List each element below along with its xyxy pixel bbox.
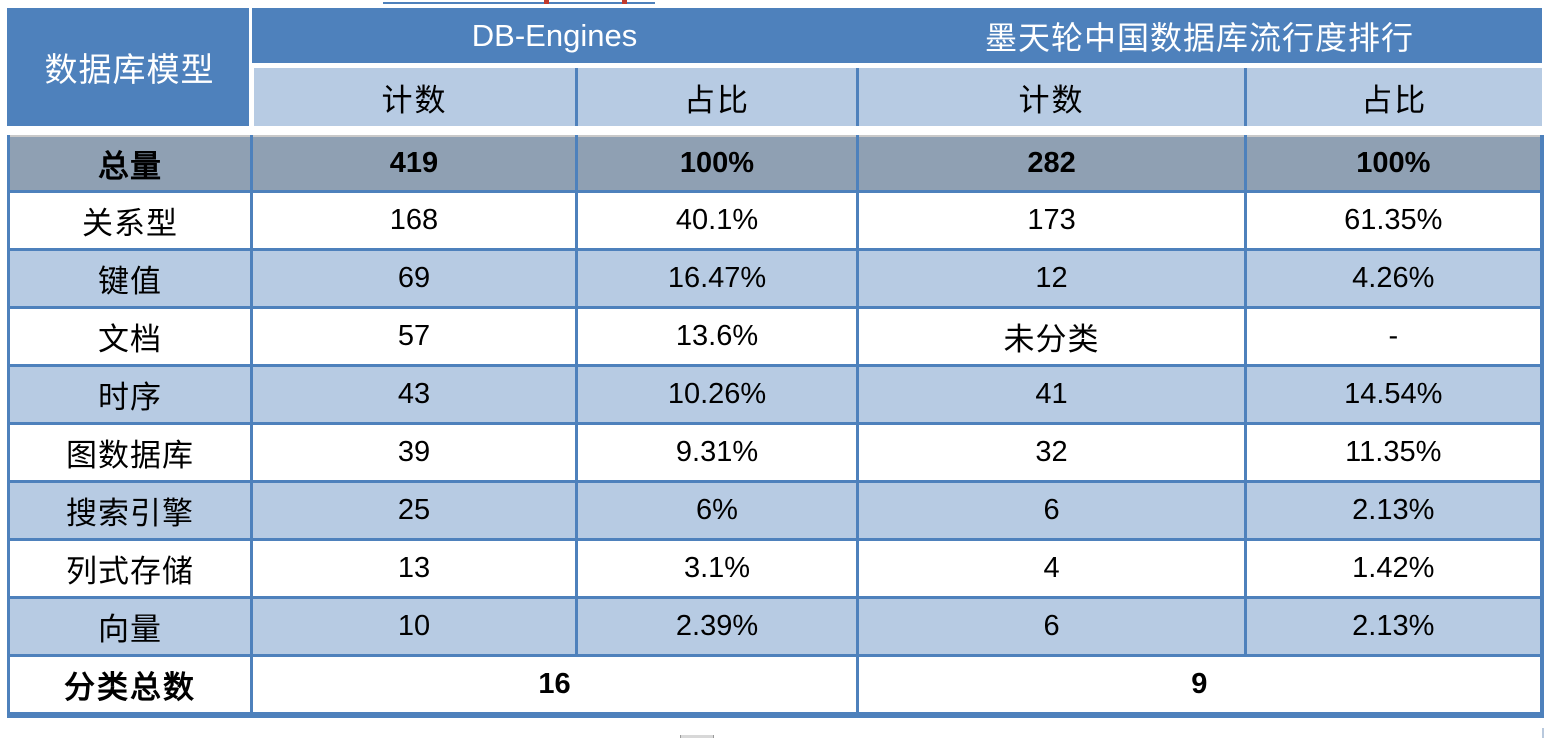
cell: 40.1% <box>574 190 860 251</box>
cell: 10.26% <box>574 364 860 425</box>
cell: 168 <box>250 190 578 251</box>
cell: 16.47% <box>574 248 860 309</box>
database-model-comparison-table: 数据库模型 DB-Engines 墨天轮中国数据库流行度排行 计数 占比 计数 … <box>7 8 1544 718</box>
cell: 14.54% <box>1244 364 1544 425</box>
cell: 11.35% <box>1244 422 1544 483</box>
cell: 2.39% <box>574 596 860 657</box>
table-row-relational: 关系型 168 40.1% 173 61.35% <box>7 190 1544 251</box>
table-row-category-totals: 分类总数 16 9 <box>7 654 1544 718</box>
cell: 173 <box>856 190 1248 251</box>
row-label: 总量 <box>7 135 253 193</box>
group-header-motianlun: 墨天轮中国数据库流行度排行 <box>857 8 1542 68</box>
subheader-motianlun-share: 占比 <box>1244 65 1542 126</box>
cell: 25 <box>250 480 578 541</box>
cell: 100% <box>574 135 860 193</box>
cell: 2.13% <box>1244 480 1544 541</box>
header-row-groups: 数据库模型 DB-Engines 墨天轮中国数据库流行度排行 <box>7 8 1542 126</box>
header-body-gap <box>8 126 1542 136</box>
cell: 69 <box>250 248 578 309</box>
cropped-red-text-artifact <box>622 0 627 4</box>
cell: 61.35% <box>1244 190 1544 251</box>
cell-dbengines-category-total: 16 <box>249 654 860 718</box>
row-label: 分类总数 <box>7 654 253 718</box>
subheader-dbengines-share: 占比 <box>574 65 858 126</box>
cell: 13 <box>250 538 578 599</box>
cell-motianlun-category-total: 9 <box>856 654 1544 718</box>
cell: 13.6% <box>574 306 860 367</box>
edge-artifact <box>1542 728 1544 738</box>
row-label: 文档 <box>7 306 253 367</box>
row-label: 图数据库 <box>7 422 253 483</box>
cell: 6 <box>856 596 1248 657</box>
cell: 9.31% <box>574 422 860 483</box>
row-label: 搜索引擎 <box>7 480 253 541</box>
table-row-document: 文档 57 13.6% 未分类 - <box>7 306 1544 367</box>
row-label: 键值 <box>7 248 253 309</box>
cell: 282 <box>856 135 1248 193</box>
table-row-columnar: 列式存储 13 3.1% 4 1.42% <box>7 538 1544 599</box>
cell: 39 <box>250 422 578 483</box>
cell: 6% <box>574 480 860 541</box>
row-label: 关系型 <box>7 190 253 251</box>
cell: 43 <box>250 364 578 425</box>
cell: 4.26% <box>1244 248 1544 309</box>
row-label: 列式存储 <box>7 538 253 599</box>
header-row-subcolumns: 计数 占比 计数 占比 <box>9 65 1542 126</box>
cell: 2.13% <box>1244 596 1544 657</box>
cell: 4 <box>856 538 1248 599</box>
subheader-motianlun-count: 计数 <box>856 65 1246 126</box>
cell: 1.42% <box>1244 538 1544 599</box>
cell: 32 <box>856 422 1248 483</box>
cell: 41 <box>856 364 1248 425</box>
subheader-dbengines-count: 计数 <box>249 65 577 126</box>
cropped-red-text-artifact <box>544 0 549 4</box>
scrollbar-artifact <box>680 735 714 738</box>
table-row-time-series: 时序 43 10.26% 41 14.54% <box>7 364 1544 425</box>
row-label: 时序 <box>7 364 253 425</box>
cell: 57 <box>250 306 578 367</box>
table-row-total: 总量 419 100% 282 100% <box>7 135 1544 193</box>
corner-header-database-model: 数据库模型 <box>7 8 252 126</box>
group-header-db-engines: DB-Engines <box>251 8 858 68</box>
table-row-vector: 向量 10 2.39% 6 2.13% <box>7 596 1544 657</box>
table-row-graph: 图数据库 39 9.31% 32 11.35% <box>7 422 1544 483</box>
cell: 3.1% <box>574 538 860 599</box>
table-row-key-value: 键值 69 16.47% 12 4.26% <box>7 248 1544 309</box>
cropped-text-underline-artifact <box>383 2 655 4</box>
cell: 6 <box>856 480 1248 541</box>
cell: 419 <box>250 135 578 193</box>
cell: - <box>1244 306 1544 367</box>
cell: 12 <box>856 248 1248 309</box>
cell: 未分类 <box>856 306 1248 367</box>
row-label: 向量 <box>7 596 253 657</box>
cell: 10 <box>250 596 578 657</box>
table-row-search-engine: 搜索引擎 25 6% 6 2.13% <box>7 480 1544 541</box>
cell: 100% <box>1244 135 1544 193</box>
